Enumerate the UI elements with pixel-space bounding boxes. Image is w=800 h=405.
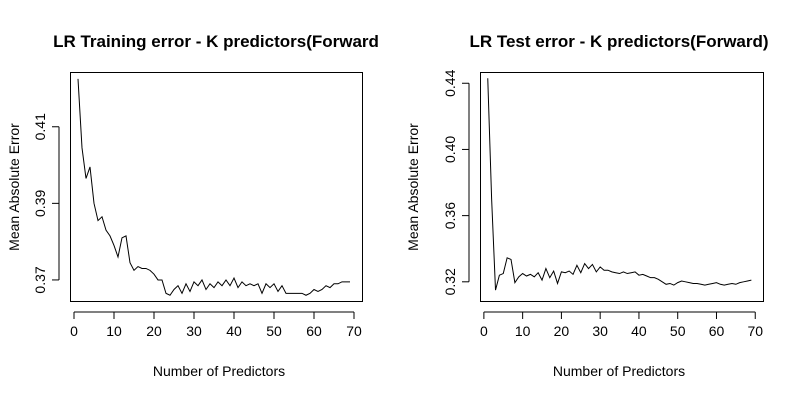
x-tick-label: 20: [146, 323, 162, 339]
training-error-panel: LR Training error - K predictors(Forward…: [6, 32, 379, 379]
x-axis: 0 10 20 30 40 50 60 70: [480, 311, 763, 339]
series-line: [487, 78, 752, 291]
x-tick-label: 30: [592, 323, 608, 339]
y-tick-label: 0.36: [442, 202, 458, 229]
x-tick-label: 70: [747, 323, 763, 339]
y-tick-label: 0.44: [442, 69, 458, 96]
x-tick-label: 40: [631, 323, 647, 339]
x-axis-label: Number of Predictors: [553, 363, 685, 379]
y-tick-label: 0.32: [442, 268, 458, 295]
x-tick-label: 60: [306, 323, 322, 339]
series-line: [77, 78, 350, 296]
test-error-panel: LR Test error - K predictors(Forward) 0 1…: [405, 32, 769, 379]
x-tick-label: 40: [226, 323, 242, 339]
chart-title: LR Training error - K predictors(Forward: [53, 32, 379, 51]
y-axis: 0.32 0.36 0.40 0.44: [442, 69, 470, 295]
y-axis-label: Mean Absolute Error: [405, 123, 421, 251]
y-tick-label: 0.37: [32, 266, 48, 293]
y-tick-label: 0.39: [32, 190, 48, 217]
x-tick-label: 30: [186, 323, 202, 339]
x-tick-label: 10: [106, 323, 122, 339]
x-tick-label: 50: [670, 323, 686, 339]
x-tick-label: 60: [709, 323, 725, 339]
x-tick-label: 50: [266, 323, 282, 339]
chart-title: LR Test error - K predictors(Forward): [469, 32, 768, 51]
x-tick-label: 20: [554, 323, 570, 339]
x-axis: 0 10 20 30 40 50 60 70: [70, 311, 362, 339]
y-axis: 0.37 0.39 0.41: [32, 113, 60, 294]
plot-frame: [480, 72, 764, 302]
plot-frame: [70, 72, 363, 302]
x-tick-label: 0: [480, 323, 488, 339]
x-tick-label: 70: [346, 323, 362, 339]
y-tick-label: 0.41: [32, 113, 48, 140]
y-axis-label: Mean Absolute Error: [6, 123, 22, 251]
x-tick-label: 0: [70, 323, 78, 339]
x-axis-label: Number of Predictors: [153, 363, 285, 379]
x-tick-label: 10: [515, 323, 531, 339]
y-tick-label: 0.40: [442, 136, 458, 163]
